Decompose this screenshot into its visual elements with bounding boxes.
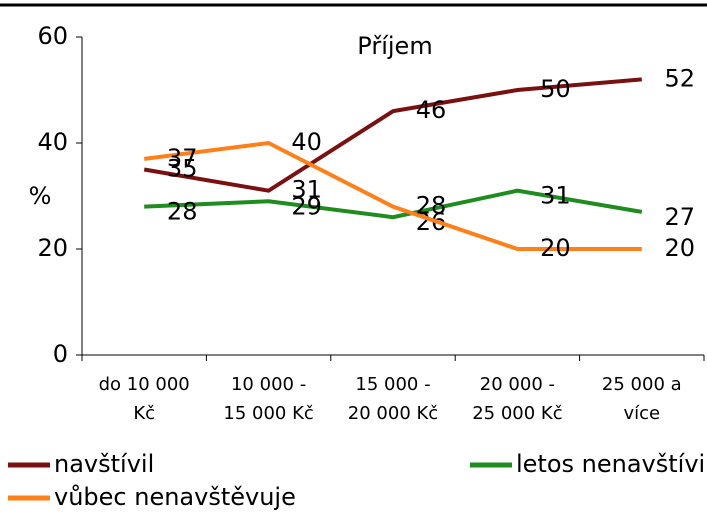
x-tick-label: 15 000 Kč (223, 403, 313, 424)
data-label: 29 (291, 192, 322, 220)
x-tick-label: 25 000 Kč (472, 403, 562, 424)
data-label: 50 (540, 75, 571, 103)
x-tick-label: 15 000 - (355, 374, 430, 395)
data-label: 46 (416, 96, 447, 124)
data-label: 20 (665, 234, 696, 262)
line-series (144, 188, 643, 220)
data-label: 31 (540, 182, 571, 210)
data-label: 28 (167, 198, 198, 226)
legend-label: vůbec nenavštěvuje (54, 483, 296, 511)
x-tick-label: Kč (133, 403, 155, 424)
data-label: 27 (665, 203, 696, 231)
x-tick-label: do 10 000 (99, 374, 190, 395)
x-tick-label: 10 000 - (231, 374, 306, 395)
x-tick-label: 25 000 a (602, 374, 682, 395)
data-label: 40 (291, 128, 322, 156)
y-tick-label: 60 (37, 22, 68, 50)
data-label: 35 (167, 155, 198, 183)
y-tick-label: 0 (53, 340, 68, 368)
chart-title: Příjem (357, 32, 432, 60)
line-series (143, 77, 642, 193)
data-label: 20 (540, 234, 571, 262)
y-axis-label: % (29, 182, 52, 210)
data-label: 37 (167, 144, 198, 172)
y-tick-label: 20 (37, 234, 68, 262)
data-label: 28 (416, 192, 447, 220)
x-tick-label: 20 000 - (480, 374, 555, 395)
legend-label: navštívil (54, 450, 154, 478)
x-tick-label: více (623, 403, 660, 424)
data-label: 31 (291, 176, 322, 204)
data-label: 52 (665, 64, 696, 92)
y-tick-label: 40 (37, 128, 68, 156)
x-tick-label: 20 000 Kč (348, 403, 438, 424)
line-series (143, 140, 642, 251)
legend-label: letos nenavštívil (516, 450, 707, 478)
